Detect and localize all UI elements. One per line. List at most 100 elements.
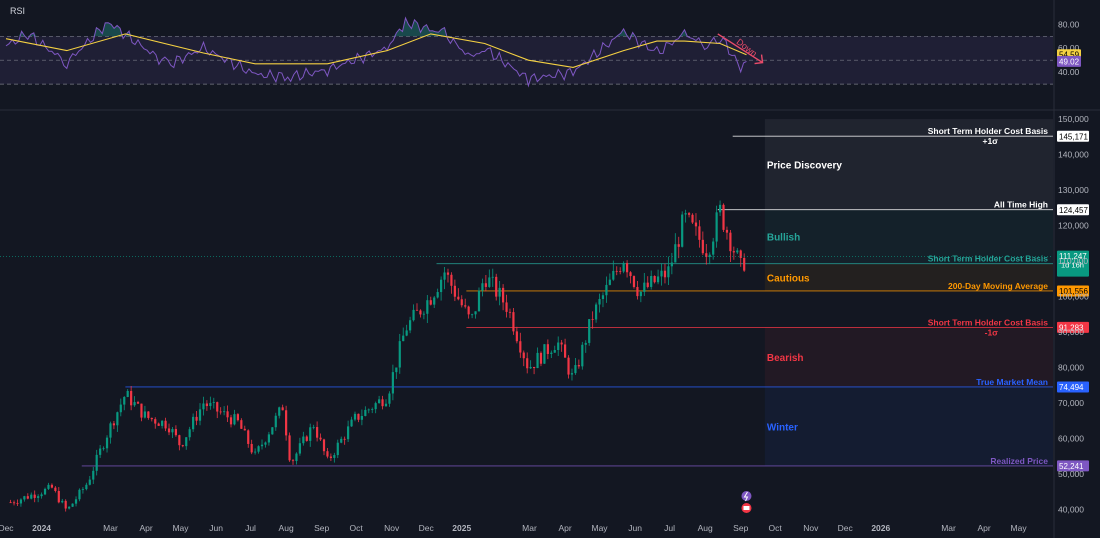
candle-body: [488, 277, 491, 287]
candle-body: [37, 496, 40, 498]
candle-body: [219, 411, 222, 413]
candle-body: [154, 419, 157, 424]
level-label: Realized Price: [990, 456, 1048, 466]
time-tick-label: Apr: [558, 523, 571, 533]
candle-body: [374, 403, 377, 410]
rsi-tick-label: 60.00: [1058, 43, 1080, 53]
candle-body: [198, 409, 202, 421]
current-price-badge: [1057, 250, 1089, 277]
candle-body: [632, 276, 636, 287]
candle-body: [412, 309, 415, 321]
candle-body: [64, 500, 67, 509]
candle-body: [715, 212, 718, 242]
candle-body: [33, 494, 36, 498]
candle-body: [563, 344, 567, 358]
candle-body: [591, 319, 594, 320]
time-tick-label: Sep: [733, 523, 748, 533]
candle-body: [133, 402, 136, 406]
level-price-label: 74,494: [1059, 383, 1084, 392]
candle-body: [526, 358, 529, 369]
candle-body: [681, 214, 684, 247]
candle-body: [553, 349, 556, 353]
candle-body: [316, 427, 319, 438]
candle-body: [119, 404, 122, 413]
candle-body: [157, 423, 160, 426]
candle-body: [557, 342, 560, 350]
candle-body: [319, 437, 322, 440]
candle-body: [505, 302, 508, 312]
candle-body: [112, 423, 116, 426]
zone-bullish-fill: [764, 209, 1053, 264]
candle-body: [529, 366, 532, 369]
time-tick-label: 2024: [32, 523, 51, 533]
price-tick-label: 50,000: [1058, 469, 1084, 479]
price-tick-label: 100,000: [1058, 291, 1089, 301]
candle-body: [512, 312, 515, 332]
candle-body: [150, 417, 153, 420]
candle-body: [670, 262, 673, 267]
price-tick-label: 70,000: [1058, 398, 1084, 408]
level-sublabel: +1σ: [982, 136, 998, 146]
zone-label: Bearish: [767, 353, 804, 364]
candle-body: [140, 403, 143, 418]
candle-body: [429, 300, 432, 305]
candle-body: [474, 311, 477, 315]
level-label: 200-Day Moving Average: [948, 281, 1048, 291]
time-tick-label: Mar: [103, 523, 118, 533]
candle-body: [371, 409, 374, 410]
level-price-label: 124,457: [1059, 206, 1088, 215]
candle-body: [667, 266, 670, 278]
level-label: Short Term Holder Cost Basis: [928, 254, 1049, 264]
time-tick-label: Nov: [803, 523, 819, 533]
time-tick-label: Oct: [350, 523, 364, 533]
candle-body: [519, 341, 522, 353]
candle-body: [188, 429, 191, 438]
candle-body: [646, 282, 649, 287]
candle-body: [581, 344, 584, 367]
level-price-label: 101,556: [1059, 287, 1088, 296]
candle-body: [205, 403, 209, 407]
candle-body: [601, 295, 605, 300]
candle-body: [181, 445, 184, 447]
level-price-badge: [1057, 381, 1089, 393]
candle-body: [405, 330, 408, 336]
level-price-label: 145,171: [1059, 132, 1088, 141]
candle-body: [608, 279, 611, 285]
candle-body: [560, 342, 563, 345]
candle-body: [508, 311, 512, 313]
candle-body: [567, 357, 570, 375]
candle-body: [457, 296, 460, 300]
candle-body: [381, 399, 384, 407]
candle-body: [26, 496, 29, 499]
price-tick-label: 150,000: [1058, 114, 1089, 124]
zone-price-discovery-fill: [764, 119, 1053, 210]
candle-body: [309, 427, 312, 441]
candle-body: [47, 484, 50, 489]
candle-body: [171, 429, 174, 433]
candle-body: [92, 470, 95, 480]
event-flash-icon: [741, 491, 752, 501]
candle-body: [663, 270, 667, 278]
zone-label: Winter: [767, 422, 798, 433]
candle-body: [522, 352, 525, 359]
time-tick-label: Mar: [522, 523, 537, 533]
level-label: Short Term Holder Cost Basis: [928, 126, 1049, 136]
time-tick-label: May: [1011, 523, 1028, 533]
time-tick-label: Jun: [628, 523, 642, 533]
flag-glyph: [743, 506, 750, 510]
candle-body: [326, 451, 329, 457]
candle-body: [305, 436, 308, 441]
candle-body: [543, 344, 546, 364]
candle-body: [78, 489, 81, 500]
candle-body: [643, 282, 646, 292]
level-label: All Time High: [994, 200, 1048, 210]
countdown-label: 1d 16h: [1061, 261, 1084, 270]
zone-bearish-fill: [764, 327, 1053, 387]
candle-body: [164, 420, 167, 429]
candle-body: [9, 502, 12, 504]
candle-body: [274, 415, 277, 428]
candle-body: [236, 414, 240, 421]
candle-body: [81, 489, 85, 490]
time-tick-label: Oct: [769, 523, 783, 533]
